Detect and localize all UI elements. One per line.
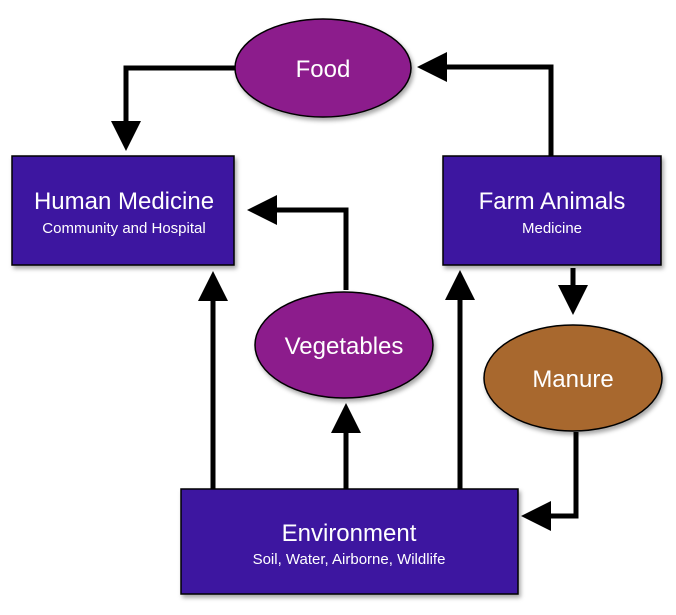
vegetables-ellipse bbox=[254, 291, 434, 399]
environment-box bbox=[180, 488, 519, 595]
environment-title: Environment bbox=[282, 520, 417, 547]
arrow-food-to-human-medicine bbox=[111, 65, 236, 151]
human-medicine-box bbox=[11, 155, 235, 266]
node-vegetables: Vegetables bbox=[254, 291, 434, 399]
manure-ellipse bbox=[483, 324, 663, 432]
arrow-manure-to-environment bbox=[521, 432, 579, 531]
node-human-medicine: Human Medicine Community and Hospital bbox=[11, 155, 235, 266]
node-manure: Manure bbox=[483, 324, 663, 432]
node-environment: Environment Soil, Water, Airborne, Wildl… bbox=[180, 488, 519, 595]
farm-animals-title: Farm Animals bbox=[479, 188, 626, 215]
node-food: Food bbox=[234, 18, 412, 118]
farm-animals-box bbox=[442, 155, 662, 266]
farm-animals-subtitle: Medicine bbox=[522, 220, 582, 237]
arrow-vegetables-to-human-medicine bbox=[247, 195, 349, 290]
food-ellipse bbox=[234, 18, 412, 118]
human-medicine-subtitle: Community and Hospital bbox=[42, 220, 205, 237]
vegetables-label: Vegetables bbox=[285, 333, 404, 360]
arrow-farm-animals-to-food bbox=[417, 52, 554, 156]
node-farm-animals: Farm Animals Medicine bbox=[442, 155, 662, 266]
human-medicine-title: Human Medicine bbox=[34, 188, 214, 215]
arrows bbox=[111, 52, 588, 531]
environment-subtitle: Soil, Water, Airborne, Wildlife bbox=[253, 551, 446, 568]
food-label: Food bbox=[296, 56, 351, 83]
manure-label: Manure bbox=[532, 366, 613, 393]
